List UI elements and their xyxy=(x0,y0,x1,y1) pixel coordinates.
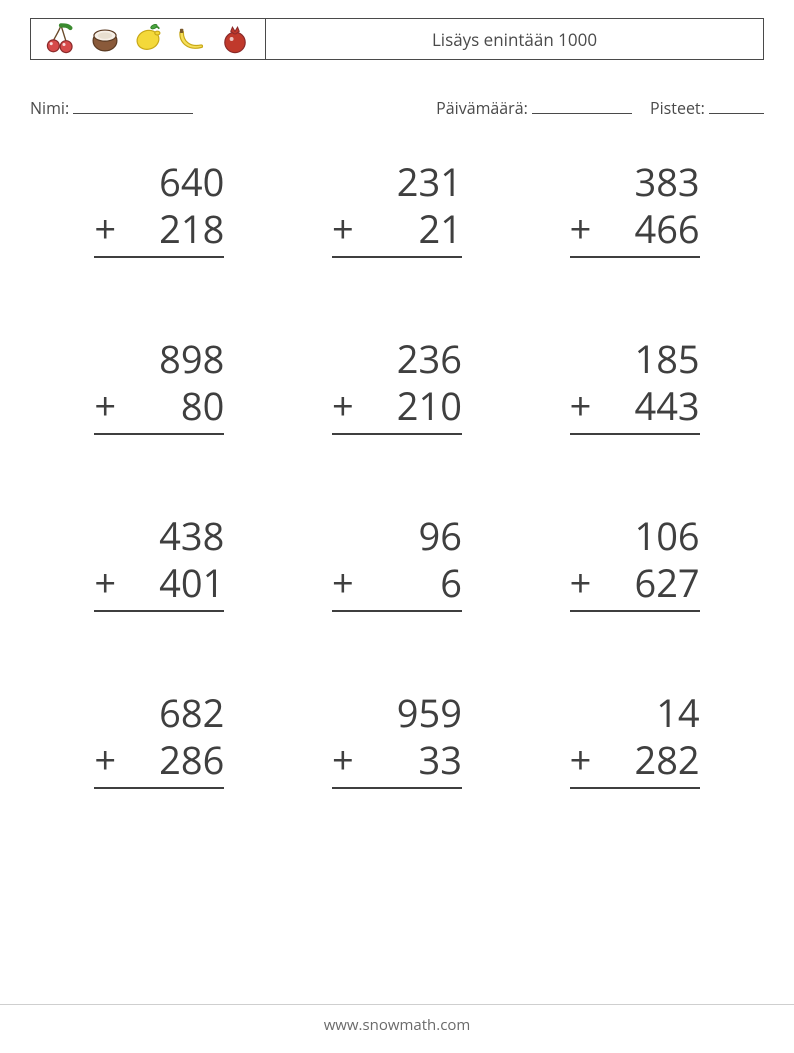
addend-bottom-row: +286 xyxy=(94,737,224,789)
addend-bottom-row: +401 xyxy=(94,560,224,612)
addend-bottom-row: +443 xyxy=(570,383,700,435)
problem-5: 236+210 xyxy=(332,336,462,435)
addend-top: 14 xyxy=(570,690,700,738)
addend-top: 383 xyxy=(570,159,700,207)
problem-9: 106+627 xyxy=(570,513,700,612)
operator: + xyxy=(570,560,592,608)
addend-bottom: 80 xyxy=(144,383,224,431)
addend-bottom: 6 xyxy=(382,560,462,608)
problem-6: 185+443 xyxy=(570,336,700,435)
addend-bottom: 466 xyxy=(620,206,700,254)
operator: + xyxy=(332,560,354,608)
addend-bottom: 627 xyxy=(620,560,700,608)
problem-3: 383+466 xyxy=(570,159,700,258)
operator: + xyxy=(94,560,116,608)
problem-1: 640+218 xyxy=(94,159,224,258)
addend-bottom-row: + 33 xyxy=(332,737,462,789)
operator: + xyxy=(570,206,592,254)
addend-bottom: 401 xyxy=(144,560,224,608)
worksheet-page: Lisäys enintään 1000 Nimi: Päivämäärä: P… xyxy=(0,0,794,1053)
problem-4: 898+ 80 xyxy=(94,336,224,435)
header: Lisäys enintään 1000 xyxy=(30,18,764,66)
name-blank[interactable] xyxy=(73,96,193,114)
problems-grid: 640+218231+ 21383+466898+ 80236+210185+4… xyxy=(30,159,764,789)
addend-bottom-row: + 80 xyxy=(94,383,224,435)
info-row: Nimi: Päivämäärä: Pisteet: xyxy=(30,96,764,119)
operator: + xyxy=(332,206,354,254)
problem-11: 959+ 33 xyxy=(332,690,462,789)
addend-bottom: 282 xyxy=(620,737,700,785)
addend-top: 106 xyxy=(570,513,700,561)
addend-top: 898 xyxy=(94,336,224,384)
footer: www.snowmath.com xyxy=(0,1004,794,1035)
addend-bottom-row: +282 xyxy=(570,737,700,789)
addend-top: 236 xyxy=(332,336,462,384)
addend-top: 959 xyxy=(332,690,462,738)
addend-bottom-row: + 21 xyxy=(332,206,462,258)
score-label: Pisteet: xyxy=(650,97,705,119)
addend-bottom: 218 xyxy=(144,206,224,254)
addend-bottom-row: +210 xyxy=(332,383,462,435)
addend-top: 96 xyxy=(332,513,462,561)
addend-bottom: 286 xyxy=(144,737,224,785)
addend-top: 231 xyxy=(332,159,462,207)
problem-7: 438+401 xyxy=(94,513,224,612)
addend-bottom: 21 xyxy=(382,206,462,254)
name-field: Nimi: xyxy=(30,96,436,119)
addend-top: 640 xyxy=(94,159,224,207)
coconut-icon xyxy=(88,22,122,56)
addend-top: 682 xyxy=(94,690,224,738)
date-label: Päivämäärä: xyxy=(436,97,528,119)
operator: + xyxy=(570,737,592,785)
cherries-icon xyxy=(44,22,78,56)
name-label: Nimi: xyxy=(30,97,69,119)
operator: + xyxy=(332,737,354,785)
lemon-icon xyxy=(131,22,165,56)
fruit-icon-box xyxy=(30,18,266,60)
problem-8: 96+ 6 xyxy=(332,513,462,612)
operator: + xyxy=(94,206,116,254)
date-blank[interactable] xyxy=(532,96,632,114)
operator: + xyxy=(94,737,116,785)
addend-top: 438 xyxy=(94,513,224,561)
addend-bottom: 210 xyxy=(382,383,462,431)
addend-bottom: 33 xyxy=(382,737,462,785)
problem-10: 682+286 xyxy=(94,690,224,789)
pomegranate-icon xyxy=(218,22,252,56)
problem-12: 14+282 xyxy=(570,690,700,789)
footer-url: www.snowmath.com xyxy=(324,1015,471,1035)
operator: + xyxy=(570,383,592,431)
addend-top: 185 xyxy=(570,336,700,384)
addend-bottom: 443 xyxy=(620,383,700,431)
addend-bottom-row: + 6 xyxy=(332,560,462,612)
banana-icon xyxy=(174,22,208,56)
addend-bottom-row: +466 xyxy=(570,206,700,258)
worksheet-title: Lisäys enintään 1000 xyxy=(266,18,764,60)
problem-2: 231+ 21 xyxy=(332,159,462,258)
addend-bottom-row: +627 xyxy=(570,560,700,612)
date-field: Päivämäärä: xyxy=(436,96,632,119)
operator: + xyxy=(94,383,116,431)
operator: + xyxy=(332,383,354,431)
score-field: Pisteet: xyxy=(650,96,764,119)
score-blank[interactable] xyxy=(709,96,764,114)
addend-bottom-row: +218 xyxy=(94,206,224,258)
